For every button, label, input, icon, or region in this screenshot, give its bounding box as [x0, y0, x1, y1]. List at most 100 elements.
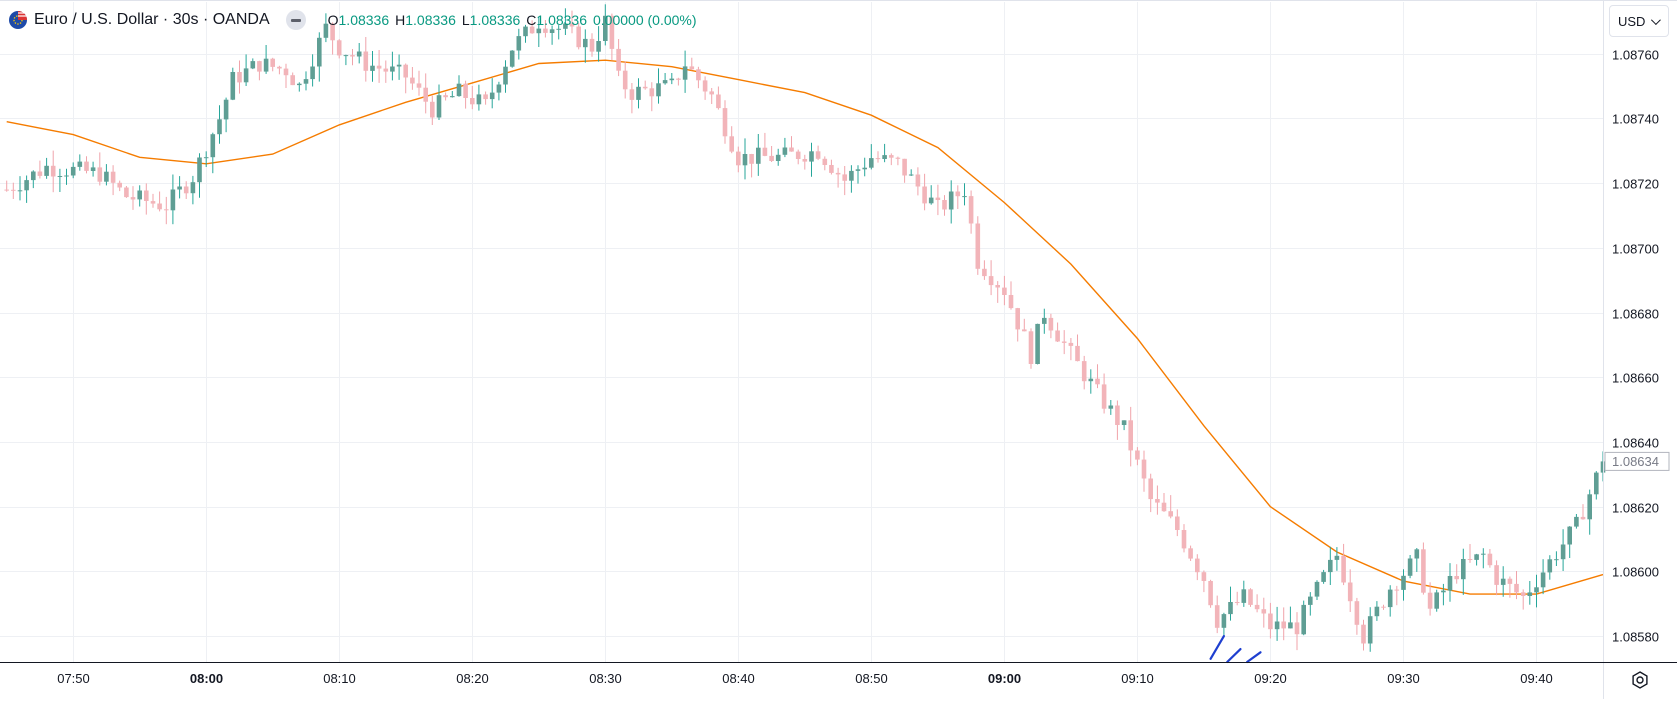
- candle-up: [1374, 601, 1380, 621]
- candle-body: [1055, 330, 1060, 342]
- candle-up: [1328, 546, 1333, 585]
- candle-body: [1441, 590, 1446, 593]
- candle-up: [509, 50, 515, 68]
- candle-up: [1481, 548, 1486, 569]
- candle-body: [170, 189, 176, 211]
- candle-down: [363, 37, 369, 82]
- candle-down: [164, 196, 169, 225]
- candle-body: [1181, 530, 1187, 549]
- candle-down: [1467, 544, 1473, 563]
- candle-down: [1261, 597, 1267, 628]
- candle-body: [1115, 405, 1120, 425]
- candle-down: [702, 76, 708, 100]
- candle-down: [1068, 338, 1074, 361]
- trend-line-drawing[interactable]: [1245, 651, 1262, 664]
- candle-down: [589, 33, 595, 57]
- candle-body: [363, 51, 369, 71]
- candle-down: [1208, 579, 1213, 608]
- trend-line-drawing[interactable]: [1209, 634, 1226, 660]
- candle-up: [948, 180, 954, 224]
- candle-down: [1507, 576, 1513, 598]
- candle-body: [1447, 576, 1453, 591]
- candle-down: [470, 86, 475, 110]
- candle-body: [1068, 342, 1074, 346]
- candle-up: [1560, 529, 1566, 571]
- candle-down: [982, 260, 987, 280]
- candle-body: [696, 69, 701, 81]
- candle-body: [1487, 553, 1493, 566]
- price-tick-label: 1.08620: [1612, 501, 1659, 516]
- candle-body: [689, 66, 695, 70]
- candle-down: [736, 146, 741, 173]
- trend-line-drawing[interactable]: [1226, 647, 1242, 664]
- candle-body: [1214, 605, 1220, 628]
- candle-body: [1148, 478, 1153, 500]
- candle-down: [277, 65, 282, 75]
- high-key: H: [395, 12, 406, 28]
- candle-up: [742, 138, 748, 180]
- candle-up: [908, 169, 914, 176]
- candle-body: [343, 55, 349, 57]
- candle-body: [569, 23, 575, 27]
- candle-up: [356, 43, 362, 64]
- candle-up: [603, 4, 608, 46]
- candle-body: [995, 285, 1000, 288]
- candle-up: [297, 82, 302, 92]
- candle-body: [57, 176, 63, 177]
- candle-up: [1401, 569, 1406, 601]
- candle-body: [37, 171, 43, 176]
- candle-body: [609, 15, 615, 49]
- candle-body: [829, 165, 834, 173]
- candle-body: [1248, 589, 1253, 605]
- candle-body: [982, 268, 987, 277]
- candle-body: [1081, 361, 1087, 382]
- candle-body: [44, 165, 49, 176]
- candle-down: [37, 160, 43, 179]
- candle-up: [1441, 583, 1446, 606]
- drawings-layer[interactable]: [1209, 634, 1262, 664]
- collapse-legend-button[interactable]: [285, 10, 306, 30]
- candle-body: [948, 191, 954, 210]
- candle-body: [862, 167, 867, 170]
- price-tick-label: 1.08580: [1612, 630, 1659, 645]
- candle-body: [922, 186, 927, 204]
- candle-body: [144, 190, 149, 201]
- candle-down: [842, 166, 847, 196]
- candle-up: [31, 170, 36, 189]
- price-axis[interactable]: 1.08760 1.08740 1.08720 1.08700 1.08680 1.086…: [1612, 48, 1659, 645]
- candle-up: [210, 132, 216, 174]
- candle-down: [975, 216, 981, 275]
- symbol-title[interactable]: Euro / U.S. Dollar · 30s · OANDA: [34, 11, 270, 28]
- candle-body: [875, 158, 881, 160]
- candle-down: [576, 23, 581, 50]
- candle-body: [157, 203, 162, 210]
- candle-body: [942, 200, 947, 210]
- currency-selector[interactable]: USD: [1609, 5, 1669, 37]
- candle-body: [1560, 544, 1566, 560]
- candle-up: [1334, 547, 1340, 571]
- candle-up: [1540, 559, 1546, 595]
- candle-body: [1268, 613, 1273, 630]
- candle-down: [1095, 364, 1100, 389]
- candle-body: [962, 196, 967, 198]
- candle-down: [257, 60, 262, 81]
- candle-down: [1115, 400, 1120, 440]
- settings-button[interactable]: [1628, 668, 1652, 692]
- candle-down: [529, 20, 535, 34]
- candle-down: [423, 73, 428, 114]
- candle-down: [330, 22, 335, 55]
- time-axis[interactable]: 07:50 08:00 08:10 08:20 08:30 08:40 08:50 09:00…: [57, 671, 1553, 686]
- candle-up: [24, 175, 29, 203]
- candle-down: [875, 151, 881, 163]
- candle-body: [736, 151, 741, 166]
- flag-eu-us-icon[interactable]: [8, 10, 28, 30]
- candle-body: [24, 180, 29, 191]
- price-tick-label: 1.08720: [1612, 177, 1659, 192]
- candle-body: [1407, 558, 1413, 576]
- time-tick-label: 08:50: [855, 671, 888, 686]
- candle-body: [1361, 624, 1366, 644]
- candle-body: [1221, 614, 1227, 628]
- candle-body: [1554, 559, 1559, 561]
